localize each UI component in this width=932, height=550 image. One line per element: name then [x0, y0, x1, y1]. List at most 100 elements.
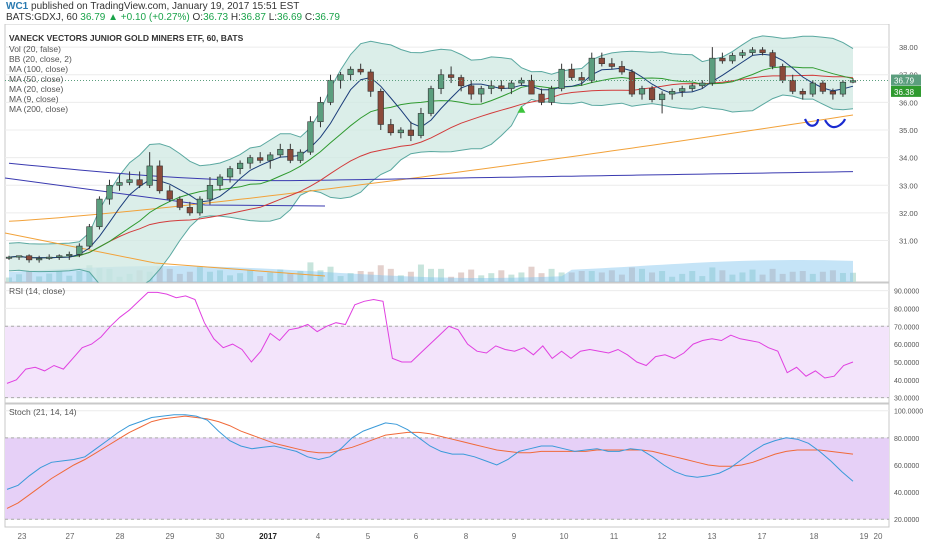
stoch-k-line: [6, 414, 854, 490]
volume-bar: [478, 275, 485, 282]
ma100-line: [8, 114, 854, 222]
volume-bar: [247, 270, 254, 282]
time-tick-label: 4: [316, 532, 321, 541]
volume-bar: [598, 272, 605, 282]
candle-body: [819, 82, 826, 92]
last-price: 36.79: [80, 12, 106, 23]
candle-body: [739, 52, 746, 56]
candle-body: [658, 93, 666, 100]
candle-body: [307, 121, 314, 153]
candle-body: [458, 77, 465, 87]
open-label: O:: [192, 12, 204, 23]
volume-bar: [387, 268, 394, 282]
candle-body: [829, 91, 837, 95]
author-link[interactable]: WC1: [6, 1, 29, 12]
rsi-line: [6, 291, 854, 384]
chart-canvas[interactable]: 38.0037.0036.0035.0034.0033.0032.0031.00…: [0, 24, 932, 550]
volume-bar: [819, 271, 826, 282]
volume-bar: [649, 272, 656, 282]
volume-bar: [699, 276, 706, 282]
candle-body: [749, 49, 756, 53]
buy-signal-icon: [517, 105, 526, 113]
volume-bar: [709, 267, 716, 282]
candle-body: [287, 149, 294, 161]
time-tick-label: 27: [66, 532, 75, 541]
candle-body: [327, 79, 334, 103]
price-change: +0.10 (+0.27%): [120, 12, 190, 23]
candle-body: [779, 66, 786, 81]
volume-bar: [809, 273, 816, 282]
volume-bar: [839, 272, 846, 282]
candle-body: [5, 256, 13, 259]
volume-bar: [438, 268, 445, 282]
price-panel[interactable]: 38.0037.0036.0035.0034.0033.0032.0031.00…: [4, 24, 921, 295]
candle-body: [377, 91, 384, 125]
volume-bar: [769, 268, 776, 282]
rsi-tick-label: 80.0000: [894, 306, 919, 313]
indicator-legend-item: Vol (20, false): [9, 44, 61, 54]
candle-body: [759, 49, 766, 53]
candle-body: [709, 57, 716, 84]
volume-bar: [327, 266, 334, 282]
candle-body: [648, 88, 656, 100]
price-tick-label: 35.00: [899, 126, 918, 135]
chart-title: VANECK VECTORS JUNIOR GOLD MINERS ETF, 6…: [9, 33, 244, 43]
volume-bar: [488, 273, 495, 282]
candle-body: [156, 165, 163, 192]
stoch-tick-label: 40.0000: [894, 490, 919, 497]
chart-header: WC1 published on TradingView.com, Januar…: [0, 0, 932, 24]
volume-bar: [277, 269, 284, 282]
volume-bar: [779, 273, 786, 282]
publish-line: WC1 published on TradingView.com, Januar…: [6, 1, 299, 12]
time-tick-label: 28: [116, 532, 125, 541]
price-tick-label: 36.00: [899, 98, 918, 107]
volume-bar: [237, 273, 244, 282]
volume-bar: [36, 276, 43, 282]
volume-bar: [287, 273, 294, 282]
volume-bar: [578, 271, 585, 282]
candle-body: [618, 66, 626, 73]
volume-bar: [156, 267, 163, 282]
time-tick-label: 9: [512, 532, 517, 541]
indicator-legend-item: BB (20, close, 2): [9, 54, 72, 64]
candle-body: [769, 52, 776, 67]
time-tick-label: 29: [166, 532, 175, 541]
candle-body: [196, 198, 204, 214]
high-label: H:: [230, 12, 241, 23]
time-tick-label: 30: [216, 532, 225, 541]
candle-body: [136, 179, 143, 186]
candle-body: [498, 85, 505, 89]
candle-body: [689, 85, 696, 89]
volume-bar: [689, 271, 696, 282]
candle-body: [488, 85, 495, 89]
volume-bar: [186, 271, 193, 282]
candle-body: [226, 168, 234, 178]
volume-bar: [789, 271, 796, 282]
volume-bar: [829, 270, 836, 282]
price-tick-label: 33.00: [899, 181, 918, 190]
volume-bar: [528, 266, 535, 282]
ma100-left-line: [4, 232, 326, 277]
candle-body: [247, 157, 254, 164]
stoch-tick-label: 60.0000: [894, 463, 919, 470]
candle-body: [568, 68, 575, 78]
volume-bar: [508, 274, 515, 282]
candle-body: [126, 179, 133, 183]
close-label: C:: [304, 12, 315, 23]
stoch-panel[interactable]: Stoch (21, 14, 14) 100.0000 80.0000 60.0000…: [4, 403, 923, 528]
rsi-panel[interactable]: RSI (14, close) 90.0000 80.0000 70.0000 60.0…: [4, 282, 919, 404]
stoch-tick-label: 20.0000: [894, 517, 919, 524]
stoch-band-fill: [5, 437, 889, 520]
volume-bar: [428, 268, 434, 282]
candle-body: [367, 71, 374, 92]
time-tick-label: 2017: [259, 532, 277, 541]
candle-body: [468, 85, 475, 95]
candle-body: [407, 129, 415, 136]
volume-bar: [367, 271, 374, 282]
volume-bar: [217, 270, 223, 282]
volume-bar: [628, 267, 635, 282]
volume-bar: [196, 266, 203, 282]
close-value: 36.79: [314, 12, 340, 23]
candle-body: [166, 190, 173, 200]
candle-body: [558, 68, 565, 89]
